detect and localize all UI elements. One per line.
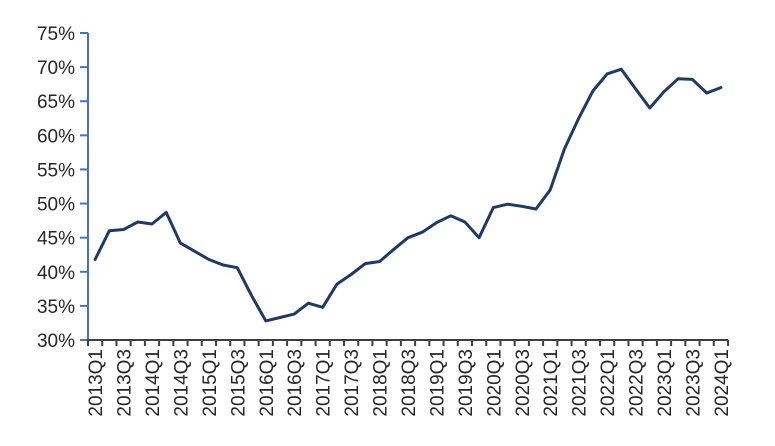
- y-tick-label: 75%: [37, 24, 75, 45]
- x-tick-label: 2013Q1: [86, 349, 107, 417]
- x-axis-labels: 2013Q1 2013Q3 2014Q1 2014Q3 2015Q1 2015Q3 2016…: [86, 349, 733, 417]
- y-tick-label: 55%: [37, 160, 75, 181]
- y-tick-label: 70%: [37, 58, 75, 79]
- x-tick-label: 2014Q1: [143, 349, 164, 417]
- x-tick-label: 2020Q1: [484, 349, 505, 417]
- y-tick-label: 45%: [37, 229, 75, 250]
- x-tick-label: 2022Q3: [627, 349, 648, 417]
- x-tick-label: 2023Q3: [683, 349, 704, 417]
- x-tick-label: 2019Q3: [456, 349, 477, 417]
- x-tick-label: 2018Q1: [371, 349, 392, 417]
- x-tick-label: 2022Q1: [598, 349, 619, 417]
- x-tick-label: 2024Q1: [712, 349, 733, 417]
- x-tick-label: 2014Q3: [171, 349, 192, 417]
- y-axis-ticks: [80, 32, 88, 341]
- y-tick-label: 40%: [37, 263, 75, 284]
- x-tick-label: 2019Q1: [427, 349, 448, 417]
- x-tick-label: 2017Q3: [342, 349, 363, 417]
- x-tick-label: 2016Q1: [257, 349, 278, 417]
- x-tick-label: 2023Q1: [655, 349, 676, 417]
- x-tick-label: 2018Q3: [399, 349, 420, 417]
- y-tick-label: 60%: [37, 126, 75, 147]
- y-tick-label: 65%: [37, 92, 75, 113]
- data-line: [93, 67, 723, 323]
- y-tick-label: 35%: [37, 297, 75, 318]
- x-tick-label: 2020Q3: [513, 349, 534, 417]
- x-tick-label: 2015Q1: [200, 349, 221, 417]
- x-tick-label: 2015Q3: [228, 349, 249, 417]
- x-tick-label: 2021Q1: [541, 349, 562, 417]
- x-tick-label: 2017Q1: [314, 349, 335, 417]
- x-tick-label: 2016Q3: [285, 349, 306, 417]
- y-tick-label: 30%: [37, 331, 75, 352]
- y-tick-label: 50%: [37, 195, 75, 216]
- y-axis-labels: 75% 70% 65% 60% 55% 50% 45% 40% 35% 30%: [37, 24, 75, 352]
- x-tick-label: 2013Q3: [115, 349, 136, 417]
- x-tick-label: 2021Q3: [570, 349, 591, 417]
